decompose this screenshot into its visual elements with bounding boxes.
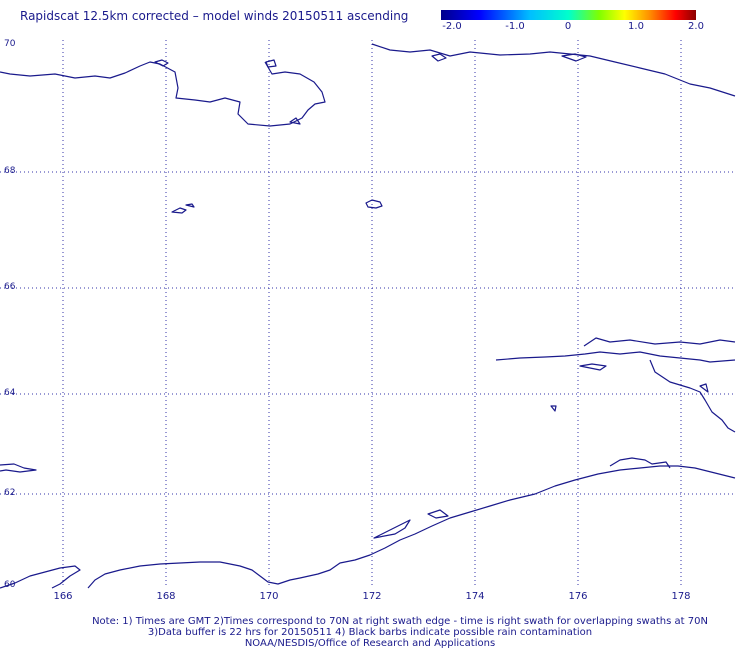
- lon-label: 170: [259, 591, 279, 602]
- note-line-1: Note: 1) Times are GMT 2)Times correspon…: [92, 616, 708, 627]
- lat-label: 68: [4, 166, 16, 176]
- note-line-3: NOAA/NESDIS/Office of Research and Appli…: [244, 638, 496, 649]
- lon-label: 172: [362, 591, 382, 602]
- lat-label: 70: [4, 39, 16, 49]
- colorbar-label: 0: [564, 21, 572, 32]
- colorbar-label: -2.0: [442, 21, 462, 32]
- grid-lines: [0, 40, 735, 588]
- lat-label: 64: [4, 388, 16, 398]
- lon-label: 166: [53, 591, 73, 602]
- lat-label: 66: [4, 282, 16, 292]
- map-title: Rapidscat 12.5km corrected – model winds…: [20, 9, 409, 23]
- coastlines: [0, 43, 736, 589]
- colorbar-label: 2.0: [688, 21, 704, 32]
- lon-label: 168: [156, 591, 176, 602]
- lon-label: 176: [568, 591, 588, 602]
- lat-label: 60: [4, 580, 16, 590]
- lat-label: 62: [4, 488, 16, 498]
- lon-label: 178: [671, 591, 691, 602]
- note-line-2: 3)Data buffer is 22 hrs for 20150511 4) …: [147, 627, 593, 638]
- lon-label: 174: [465, 591, 485, 602]
- colorbar: [441, 10, 696, 20]
- colorbar-label: -1.0: [505, 21, 525, 32]
- colorbar-label: 1.0: [628, 21, 644, 32]
